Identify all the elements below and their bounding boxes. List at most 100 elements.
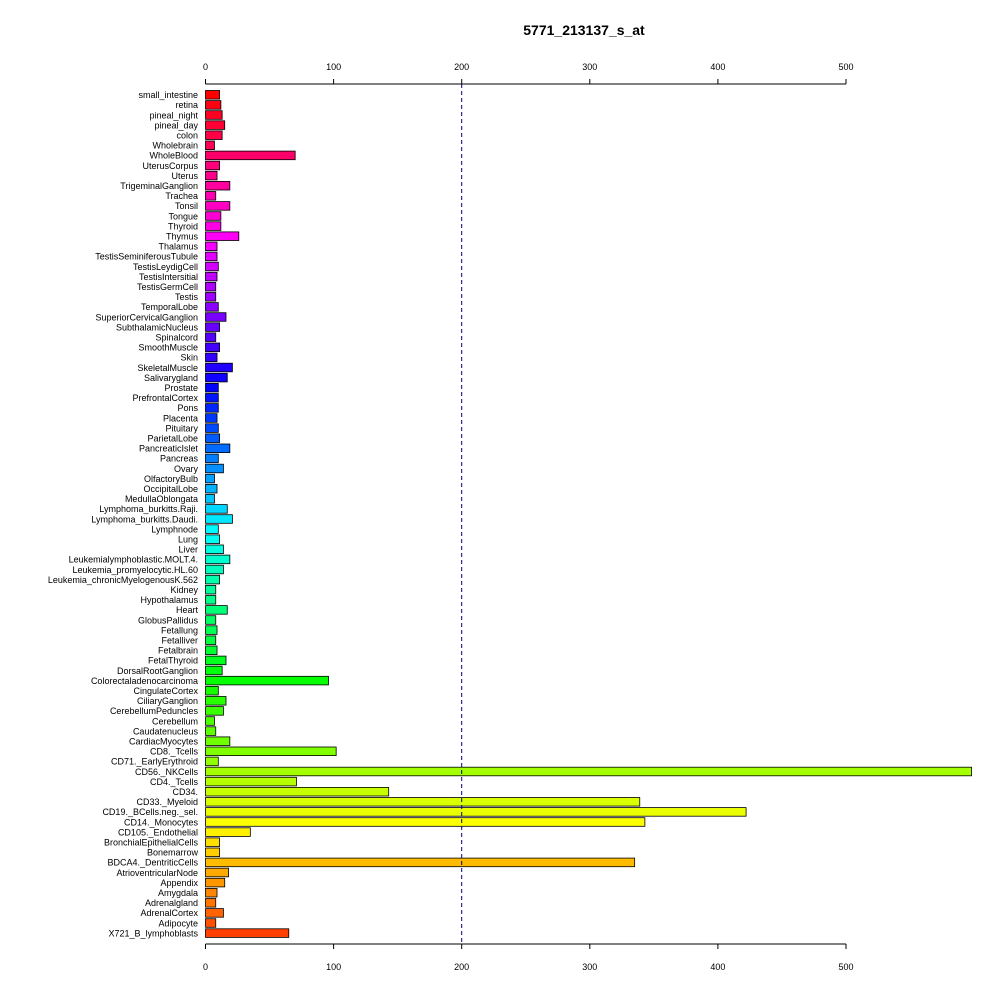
bar [205, 877, 226, 888]
category-label: pineal_night [149, 110, 198, 120]
category-label: Leukemialymphoblastic.MOLT.4. [69, 555, 198, 565]
bar [205, 271, 218, 282]
bar [205, 675, 329, 686]
bar [205, 382, 219, 393]
category-label: PancreaticIslet [139, 444, 199, 454]
category-label: ParietalLobe [147, 434, 198, 444]
category-label: CD8._Tcells [150, 747, 199, 757]
category-label: Thymus [166, 232, 199, 242]
category-label: BronchialEpithelialCells [104, 838, 199, 848]
bottom-x-axis: 0 100 200 300 400 500 [203, 943, 854, 972]
bar [205, 746, 337, 757]
category-label: colon [176, 131, 198, 141]
bar [205, 574, 220, 585]
bar [205, 372, 228, 383]
category-label: TrigeminalGanglion [120, 181, 198, 191]
category-label: Fetallung [161, 625, 198, 635]
bar [205, 241, 218, 252]
category-label: CingulateCortex [133, 686, 198, 696]
category-label: CD105._Endothelial [118, 827, 198, 837]
tick-label: 400 [710, 962, 725, 972]
category-label: Heart [176, 605, 199, 615]
tick-label: 500 [838, 962, 853, 972]
category-label: Amygdala [158, 888, 198, 898]
category-label: SubthalamicNucleus [116, 322, 199, 332]
category-label: SuperiorCervicalGanglion [95, 312, 198, 322]
tick-label: 100 [326, 62, 341, 72]
bar [205, 231, 240, 241]
category-label: Placenta [163, 413, 198, 423]
bar [205, 504, 228, 514]
bar [205, 655, 227, 666]
category-label: X721_B_lymphoblasts [108, 928, 198, 938]
bar [205, 857, 636, 868]
bar [205, 514, 233, 524]
category-label: BDCA4._DentriticCells [107, 858, 198, 868]
category-label: WholeBlood [149, 151, 198, 161]
bar [205, 292, 217, 302]
category-label: OccipitalLobe [143, 484, 198, 494]
category-label: Lung [178, 535, 198, 545]
bar [205, 716, 215, 726]
category-label: TestisGermCell [137, 282, 198, 292]
bar [205, 696, 227, 706]
tick-label: 300 [582, 62, 597, 72]
bar [205, 453, 219, 464]
bar [205, 120, 226, 130]
category-label: MedullaOblongata [125, 494, 198, 504]
bar [205, 403, 219, 413]
bars-group [205, 90, 972, 938]
bar [205, 100, 222, 110]
bar [205, 564, 224, 575]
bar [205, 645, 218, 656]
category-label: SmoothMuscle [138, 343, 198, 353]
category-label: Cerebellum [152, 716, 198, 726]
bar [205, 847, 220, 858]
category-label: GlobusPallidus [138, 615, 199, 625]
bar [205, 776, 297, 787]
category-label: CD14._Monocytes [124, 817, 199, 827]
bar [205, 867, 229, 878]
bar [205, 352, 218, 363]
category-label: Pancreas [160, 454, 199, 464]
bar [205, 191, 217, 201]
category-label: Lymphnode [151, 524, 198, 534]
category-label: Ovary [174, 464, 199, 474]
bar [205, 443, 231, 454]
bar [205, 595, 217, 605]
bar [205, 665, 223, 676]
bar [205, 413, 218, 423]
bar [205, 312, 227, 322]
bar [205, 423, 219, 433]
category-label: Tongue [168, 211, 198, 221]
bar [205, 928, 290, 938]
category-label: Spinalcord [155, 333, 198, 343]
category-label: SkeletalMuscle [137, 363, 198, 373]
category-label: AtrioventricularNode [116, 868, 198, 878]
bar [205, 362, 233, 373]
bar [205, 342, 220, 353]
bar [205, 494, 215, 504]
bar [205, 281, 217, 292]
category-label: DorsalRootGanglion [117, 666, 198, 676]
bar [205, 756, 219, 767]
bar [205, 463, 224, 474]
category-label: pineal_day [154, 120, 198, 130]
bar [205, 817, 646, 827]
category-label: Uterus [171, 171, 198, 181]
category-label: Trachea [165, 191, 198, 201]
category-label: CardiacMyocytes [129, 737, 199, 747]
bar [205, 524, 219, 534]
category-label: Pituitary [165, 423, 198, 433]
category-label: Caudatenucleus [133, 726, 199, 736]
category-label: Testis [175, 292, 199, 302]
bar [205, 787, 390, 797]
bar [205, 221, 222, 231]
category-label: TestisIntersitial [139, 272, 198, 282]
category-label: Wholebrain [152, 141, 198, 151]
category-label: Kidney [170, 585, 198, 595]
bar [205, 544, 224, 555]
category-label: Hypothalamus [140, 595, 198, 605]
bar [205, 251, 218, 262]
